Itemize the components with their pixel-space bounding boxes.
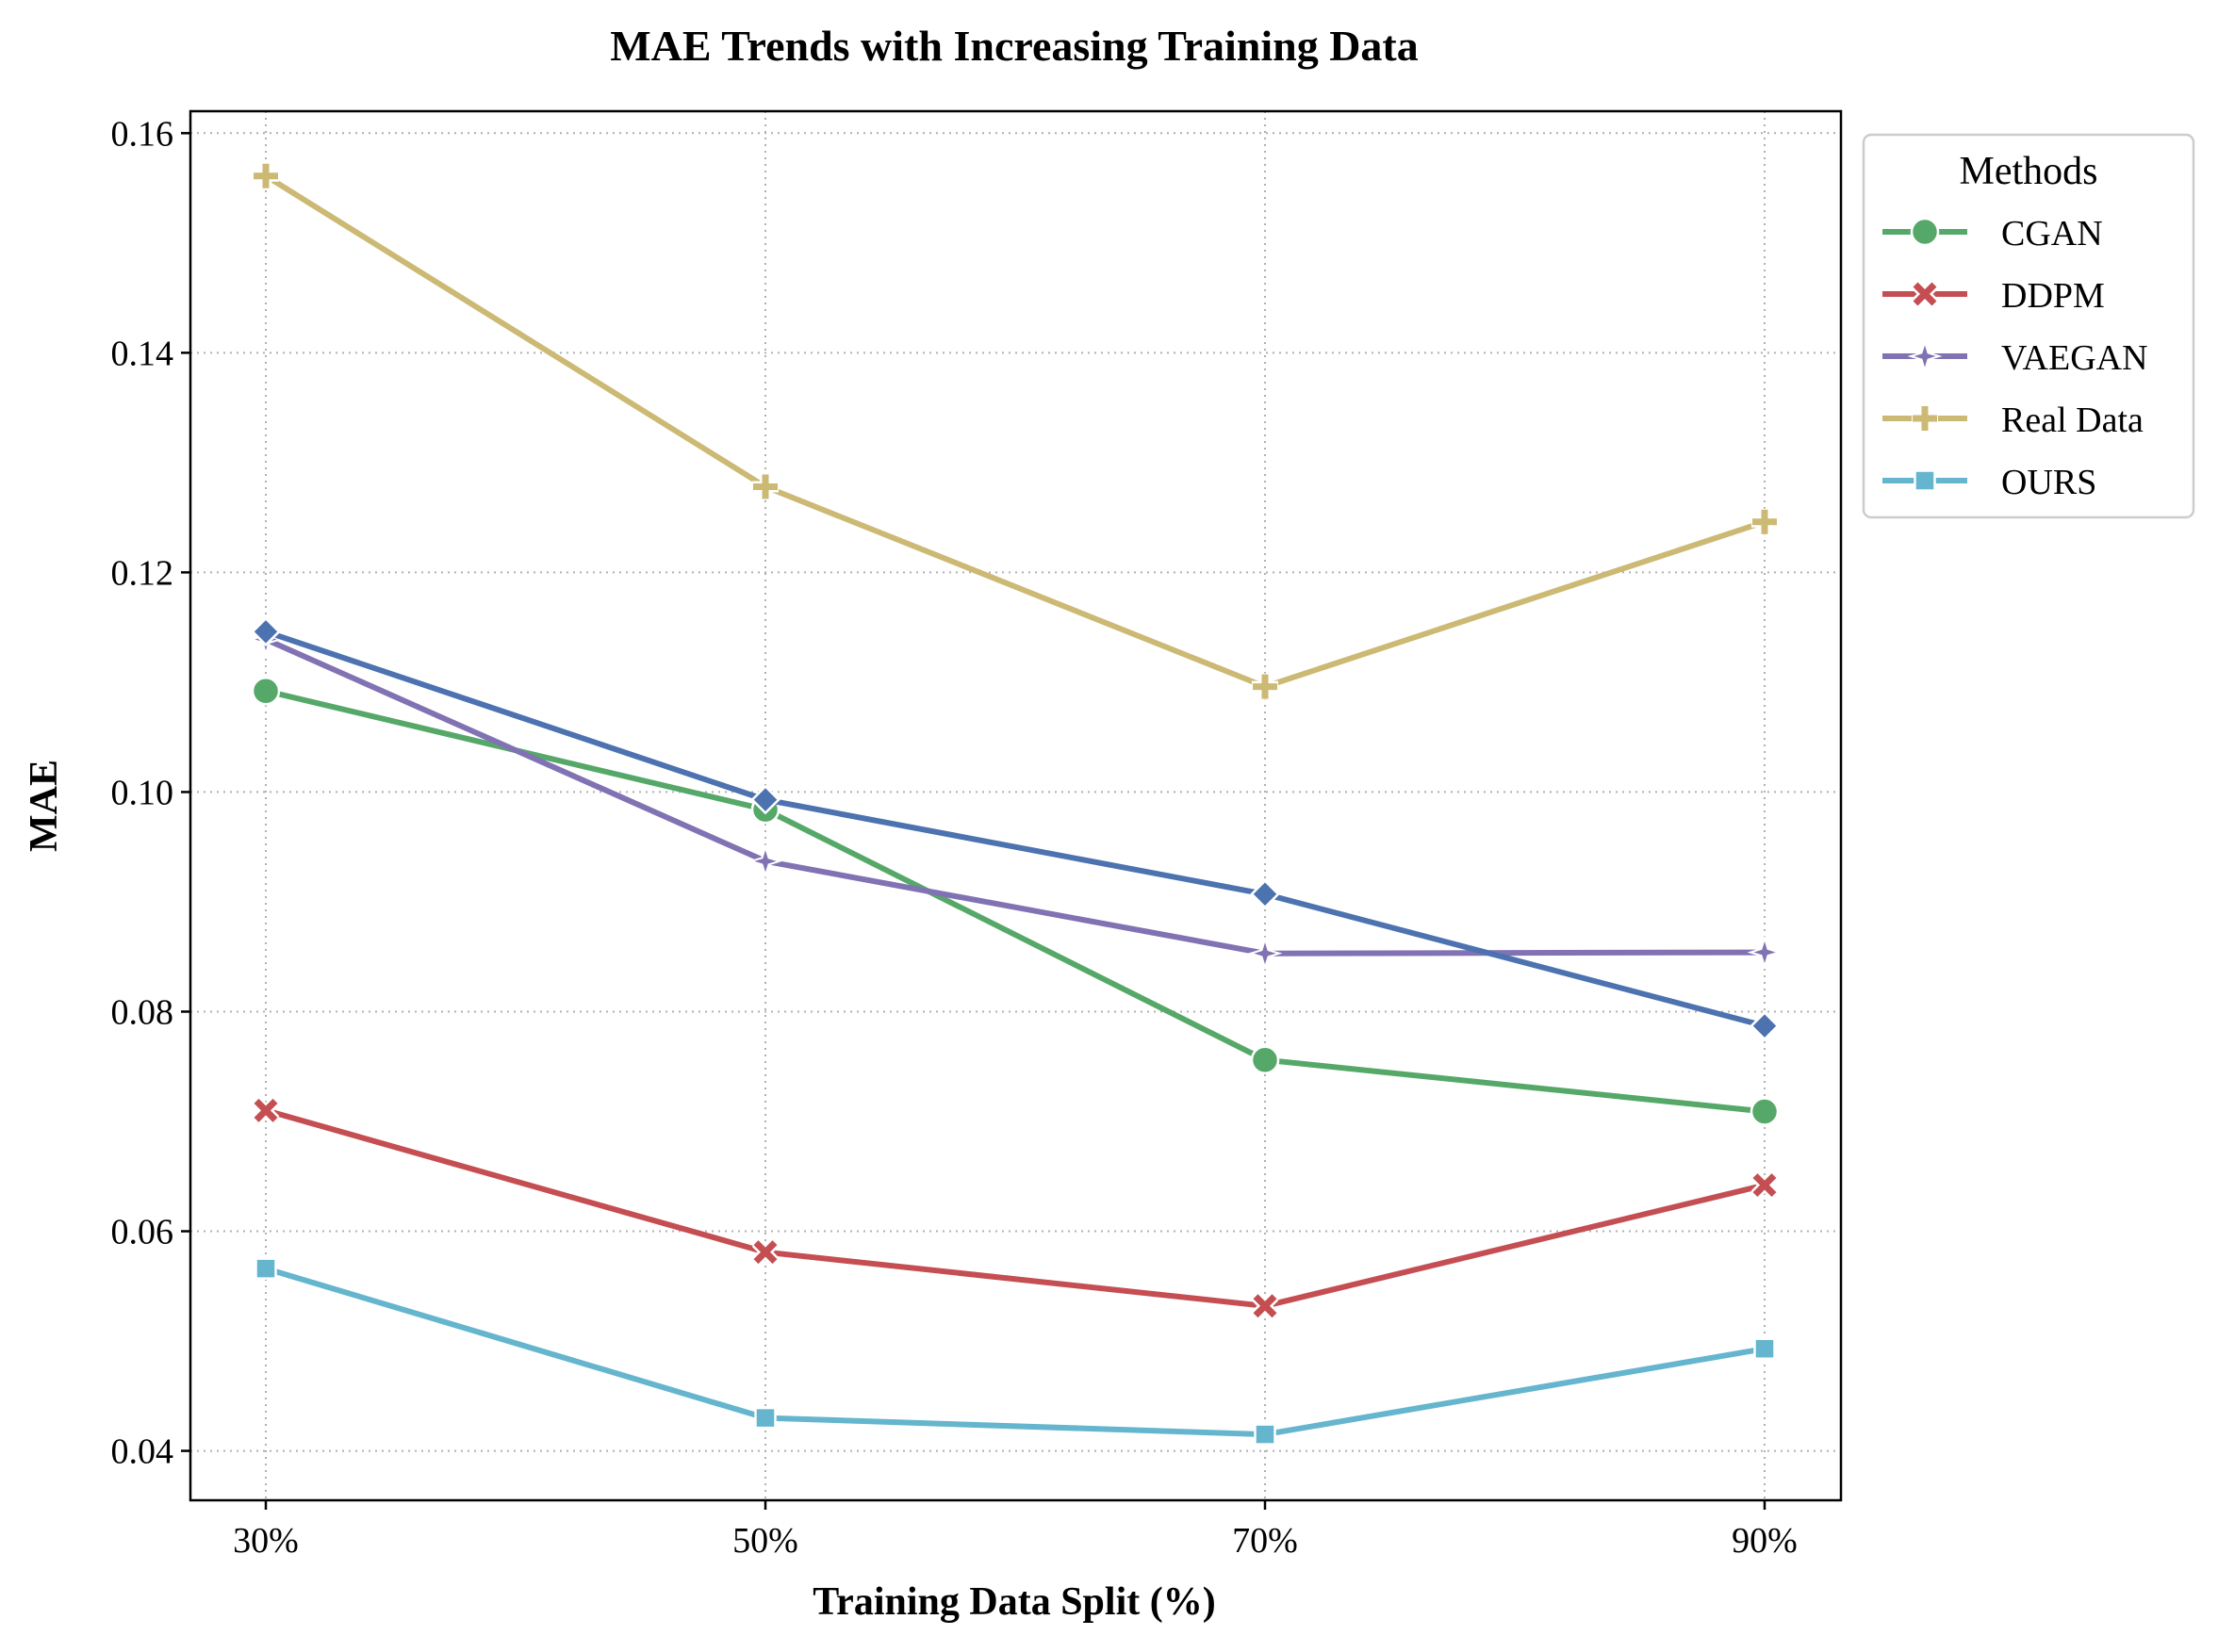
plot-frame xyxy=(189,109,1843,1502)
y-tick-label: 0.12 xyxy=(111,553,174,593)
axes: 0.04 0.06 0.08 0.10 0.12 0.14 0.16 30% 50% 70% 90% xyxy=(111,114,1798,1561)
legend: Methods CGAN DDPM VAEGAN Real Data OURS xyxy=(1862,133,2195,519)
y-axis-label: MAE xyxy=(23,760,66,852)
data-point-ddpm xyxy=(252,1097,280,1124)
legend-label: OURS xyxy=(2001,463,2096,502)
x-tick-label: 30% xyxy=(233,1521,299,1561)
data-point-unlabeled xyxy=(251,616,281,647)
y-tick-label: 0.16 xyxy=(111,114,174,154)
data-point-ddpm xyxy=(751,1238,780,1266)
legend-marker xyxy=(1910,217,1940,247)
series-line-ours xyxy=(263,1266,1767,1438)
data-point-ours xyxy=(1753,1337,1776,1360)
grid xyxy=(190,111,1841,1500)
data-point-unlabeled xyxy=(1250,879,1280,909)
y-tick-label: 0.04 xyxy=(111,1432,174,1472)
data-point-ddpm xyxy=(1750,1171,1779,1199)
legend-label: VAEGAN xyxy=(2001,338,2148,378)
x-tick-label: 90% xyxy=(1732,1521,1798,1561)
series-unlabeled xyxy=(251,616,1780,1041)
y-tick-label: 0.08 xyxy=(111,992,174,1032)
legend-marker xyxy=(1907,338,1943,374)
series-real-data xyxy=(253,162,1778,700)
legend-label: DDPM xyxy=(2001,276,2105,316)
series-ddpm xyxy=(252,1097,1779,1319)
series-ours xyxy=(255,1257,1776,1446)
series-line-ddpm xyxy=(263,1107,1767,1309)
legend-item-cgan: CGAN xyxy=(1882,214,2103,254)
data-point-real-data xyxy=(1252,673,1278,700)
legend-marker xyxy=(1911,280,1939,308)
y-tick-label: 0.06 xyxy=(111,1213,174,1252)
series-line-real-data xyxy=(263,172,1767,690)
data-point-unlabeled xyxy=(750,784,780,815)
data-point-real-data xyxy=(253,162,279,189)
series-line-unlabeled xyxy=(263,629,1767,1029)
series-line-vaegan xyxy=(263,636,1767,957)
data-point-ours xyxy=(255,1257,277,1280)
data-point-ours xyxy=(754,1406,777,1430)
legend-item-vaegan: VAEGAN xyxy=(1882,338,2148,378)
y-tick-label: 0.14 xyxy=(111,334,174,373)
x-tick-label: 70% xyxy=(1232,1521,1298,1561)
data-point-vaegan xyxy=(1747,935,1783,971)
data-point-vaegan xyxy=(748,843,783,879)
data-point-ours xyxy=(1254,1423,1276,1446)
series-layer xyxy=(248,162,1783,1446)
legend-marker xyxy=(1912,405,1938,432)
data-point-real-data xyxy=(1751,508,1778,535)
legend-label: Real Data xyxy=(2001,401,2144,440)
legend-label: CGAN xyxy=(2001,214,2103,254)
x-tick-label: 50% xyxy=(732,1521,798,1561)
legend-item-ddpm: DDPM xyxy=(1882,276,2105,316)
legend-item-real-data: Real Data xyxy=(1882,401,2144,440)
data-point-unlabeled xyxy=(1750,1010,1780,1041)
data-point-real-data xyxy=(752,473,779,500)
x-axis-label: Training Data Split (%) xyxy=(813,1580,1215,1624)
data-point-cgan xyxy=(251,676,281,706)
data-point-ddpm xyxy=(1251,1292,1279,1319)
legend-marker xyxy=(1914,469,1936,492)
chart-title: MAE Trends with Increasing Training Data xyxy=(610,22,1419,70)
data-point-vaegan xyxy=(1247,936,1283,972)
data-point-cgan xyxy=(1750,1097,1780,1126)
data-point-cgan xyxy=(1250,1045,1280,1074)
legend-item-ours: OURS xyxy=(1882,463,2096,502)
legend-title: Methods xyxy=(1960,150,2098,193)
y-tick-label: 0.10 xyxy=(111,773,174,812)
